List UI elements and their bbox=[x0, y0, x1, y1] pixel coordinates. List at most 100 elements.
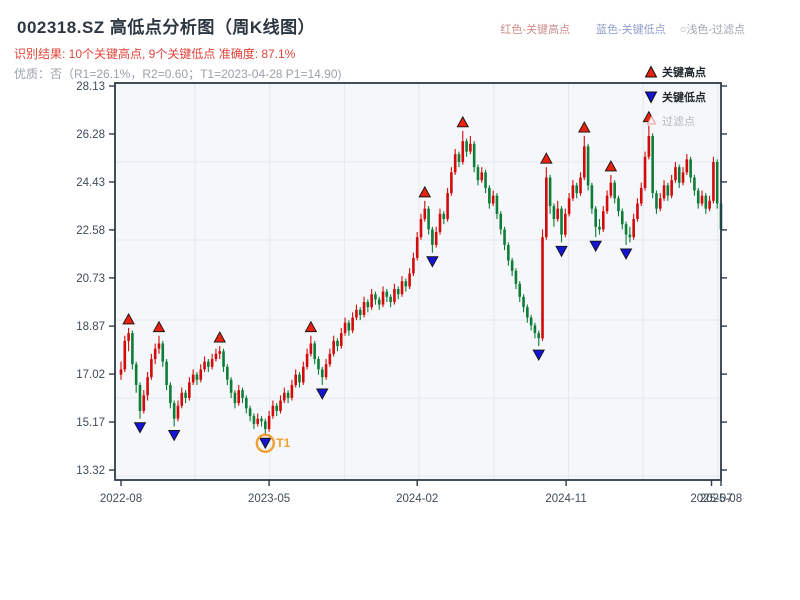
candle-body bbox=[260, 418, 263, 422]
candle-body bbox=[169, 384, 172, 404]
candle-body bbox=[571, 185, 575, 199]
candle-body bbox=[271, 405, 275, 417]
candle-body bbox=[564, 213, 567, 235]
candle-body bbox=[712, 161, 715, 201]
candle-body bbox=[582, 146, 586, 178]
candle-body bbox=[681, 172, 685, 183]
plot-border bbox=[114, 82, 722, 481]
candle-body bbox=[351, 317, 354, 331]
key-high-marker bbox=[540, 152, 553, 164]
y-tick-label: 20.73 bbox=[76, 273, 105, 285]
candle-body bbox=[423, 208, 427, 220]
candle-body bbox=[301, 366, 305, 383]
candle-body bbox=[628, 234, 632, 238]
key-low-marker bbox=[316, 388, 329, 400]
candle-body bbox=[575, 185, 578, 194]
candle-body bbox=[119, 369, 123, 375]
candle-body bbox=[655, 193, 658, 209]
candle-body bbox=[624, 224, 628, 235]
candle-body bbox=[476, 167, 480, 181]
y-tick-label: 26.28 bbox=[76, 129, 105, 141]
quality-text: 优质：否（R1=26.1%，R2=0.60；T1=2023-04-28 P1=1… bbox=[14, 67, 342, 81]
candle-body bbox=[556, 208, 560, 220]
candle-body bbox=[389, 296, 392, 302]
key-low-marker bbox=[167, 430, 181, 442]
candle-body bbox=[605, 195, 609, 212]
candle-body bbox=[358, 309, 362, 315]
y-tick-label: 15.17 bbox=[76, 417, 105, 429]
y-tick-label: 13.32 bbox=[76, 465, 105, 477]
candle-body bbox=[370, 294, 373, 308]
candle-body bbox=[715, 161, 719, 204]
recognition-result-text: 识别结果: 10个关键高点, 9个关键低点 准确度: 87.1% bbox=[14, 47, 296, 61]
candle-body bbox=[662, 185, 666, 199]
candle-body bbox=[696, 190, 700, 204]
candle-body bbox=[248, 408, 252, 417]
candle-body bbox=[305, 353, 309, 367]
annotation-layer: T1 bbox=[276, 436, 290, 450]
candle-body bbox=[601, 211, 605, 230]
candle-body bbox=[222, 351, 225, 367]
candle-body bbox=[393, 289, 396, 302]
candle-body bbox=[499, 213, 503, 230]
candle-body bbox=[545, 177, 548, 238]
candle-body bbox=[598, 226, 601, 230]
x-tick-label: 2025-07 bbox=[690, 493, 732, 505]
candle-body bbox=[461, 141, 465, 162]
candle-body bbox=[526, 307, 529, 318]
candle-body bbox=[161, 343, 165, 362]
candle-body bbox=[396, 289, 400, 295]
candle-body bbox=[560, 208, 563, 235]
candle-body bbox=[689, 159, 692, 178]
candle-body bbox=[533, 325, 537, 334]
candle-body bbox=[138, 384, 142, 411]
candle-body bbox=[377, 299, 381, 305]
candle-body bbox=[199, 369, 203, 380]
key-high-marker bbox=[152, 320, 166, 333]
candle-body bbox=[404, 281, 408, 287]
key-low-marker bbox=[426, 256, 439, 268]
candle-body bbox=[172, 403, 176, 419]
key-high-marker bbox=[418, 185, 432, 198]
key-low-marker bbox=[619, 248, 633, 260]
candle-body bbox=[408, 273, 411, 287]
page-title: 002318.SZ 高低点分析图（周K线图） bbox=[17, 18, 316, 37]
candle-body bbox=[347, 322, 351, 331]
candle-body bbox=[507, 244, 510, 261]
candle-body bbox=[241, 390, 244, 398]
t1-circle-icon bbox=[255, 433, 276, 453]
candle-body bbox=[567, 198, 571, 214]
t1-annotation-label: T1 bbox=[276, 436, 290, 450]
candle-body bbox=[480, 172, 484, 181]
candle-body bbox=[594, 208, 597, 227]
candle-body bbox=[541, 237, 544, 339]
top-legend: 红色-关键高点 蓝色-关键低点 ○浅色-过滤点 bbox=[500, 21, 745, 37]
candle-body bbox=[275, 405, 278, 411]
candle-body bbox=[381, 291, 385, 305]
candle-body bbox=[704, 195, 708, 209]
legend-filter-icon bbox=[646, 115, 657, 125]
candle-body bbox=[677, 167, 681, 183]
candle-body bbox=[647, 136, 651, 157]
candle-body bbox=[195, 374, 199, 380]
key-high-marker bbox=[304, 320, 318, 333]
candle-body bbox=[336, 340, 339, 347]
candle-body bbox=[150, 359, 153, 378]
candle-body bbox=[469, 143, 472, 152]
candle-body bbox=[191, 374, 195, 383]
candle-body bbox=[256, 418, 260, 424]
candle-body bbox=[450, 172, 453, 194]
y-tick-label: 24.43 bbox=[76, 177, 105, 189]
y-tick-label: 22.58 bbox=[76, 225, 105, 237]
candle-body bbox=[670, 180, 673, 196]
candle-body bbox=[298, 374, 301, 383]
candle-body bbox=[537, 333, 541, 339]
candle-body bbox=[453, 154, 457, 173]
candle-body bbox=[613, 182, 616, 199]
candle-body bbox=[639, 187, 643, 204]
candle-body bbox=[320, 369, 324, 378]
y-tick-label: 18.87 bbox=[76, 321, 105, 333]
candle-body bbox=[586, 146, 590, 186]
candle-body bbox=[400, 281, 404, 295]
